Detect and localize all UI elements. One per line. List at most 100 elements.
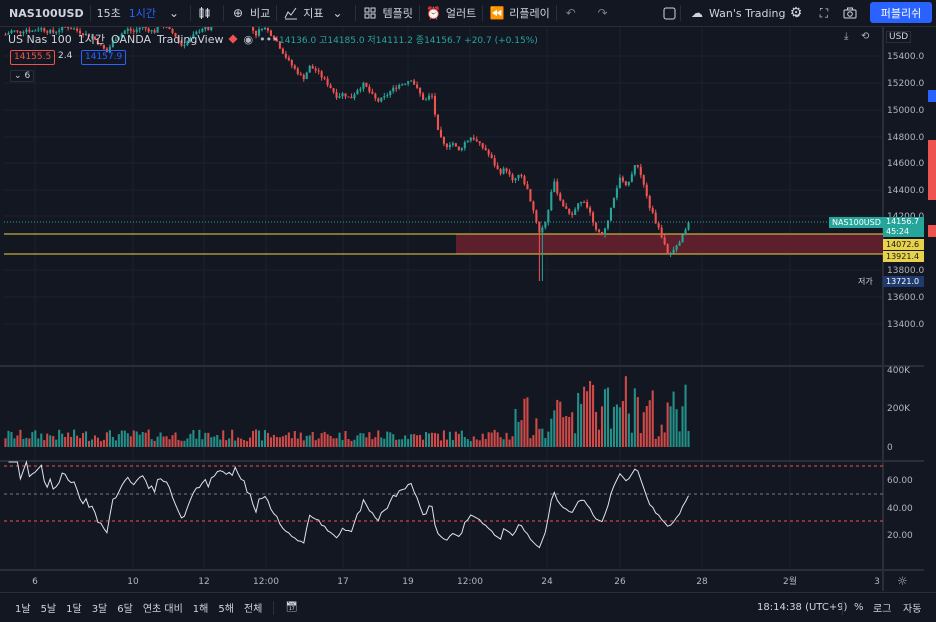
range-ytd[interactable]: 연초 대비 xyxy=(138,600,188,615)
price-axis[interactable]: 15400.0 15200.0 15000.0 14800.0 14600.0 … xyxy=(887,52,924,541)
currency-selector[interactable]: USD xyxy=(886,31,911,43)
snapshot-button[interactable] xyxy=(836,0,868,26)
volume-bar xyxy=(186,438,188,447)
volume-bar xyxy=(55,440,57,447)
redo-button[interactable]: ↷ xyxy=(589,0,621,26)
candle-body xyxy=(574,209,576,215)
volume-bar xyxy=(285,435,287,447)
range-3m[interactable]: 3달 xyxy=(87,600,113,615)
volume-bar xyxy=(249,438,251,447)
volume-bar xyxy=(583,387,585,447)
log-scale-toggle[interactable]: 로그 xyxy=(868,600,896,615)
range-all[interactable]: 전체 xyxy=(239,600,267,615)
candle-body xyxy=(398,85,400,88)
volume-bar xyxy=(279,437,281,447)
percent-scale-toggle[interactable]: % xyxy=(849,602,869,613)
indicators-button[interactable]: 지표⌄ xyxy=(277,0,355,26)
volume-bar xyxy=(100,441,102,447)
volume-bar xyxy=(446,440,448,447)
candle-body xyxy=(646,185,648,196)
volume-bar xyxy=(371,439,373,447)
auto-scale-toggle[interactable]: 자동 xyxy=(898,600,926,615)
range-5d[interactable]: 5날 xyxy=(36,600,62,615)
volume-bar xyxy=(160,432,162,447)
interval-1h[interactable]: 1시간 xyxy=(127,0,162,26)
candle-body xyxy=(61,27,63,30)
candle-body xyxy=(321,71,323,77)
timezone-clock[interactable]: 18:14:38 (UTC+9) xyxy=(752,602,852,613)
side-marker xyxy=(928,140,936,200)
volume-bar xyxy=(46,434,48,447)
volume-bar xyxy=(509,440,511,447)
volume-bar xyxy=(79,438,81,447)
range-1d[interactable]: 1날 xyxy=(10,600,36,615)
volume-bar xyxy=(154,441,156,447)
rewind-icon: ⏪ xyxy=(489,5,505,21)
range-5y[interactable]: 5해 xyxy=(213,600,239,615)
buy-price-button[interactable]: 14157.9 xyxy=(81,50,126,65)
interval-dropdown[interactable]: ⌄ xyxy=(162,0,190,26)
calendar-icon: 📅︎ xyxy=(285,602,298,613)
symbol-price-label: NAS100USD xyxy=(829,217,884,228)
sell-price-button[interactable]: 14155.5 xyxy=(10,50,55,65)
volume-bar xyxy=(428,433,430,447)
price-tick: 13800.0 xyxy=(887,266,924,276)
candle-body xyxy=(613,198,615,208)
publish-button[interactable]: 퍼블리쉬 xyxy=(870,2,932,23)
candle-body xyxy=(377,98,379,101)
range-1m[interactable]: 1달 xyxy=(61,600,87,615)
candle-body xyxy=(315,69,317,71)
indicators-collapse-toggle[interactable]: ⌄6 xyxy=(10,70,34,82)
range-1y[interactable]: 1해 xyxy=(188,600,214,615)
candle-body xyxy=(359,89,361,90)
volume-bar xyxy=(422,440,424,447)
scroll-down-icon[interactable]: ⤓ xyxy=(844,31,848,42)
demand-zone[interactable] xyxy=(456,234,883,254)
time-tick: 19 xyxy=(402,577,414,587)
chart-type-button[interactable] xyxy=(191,0,223,26)
volume-bar xyxy=(410,434,412,447)
candle-body xyxy=(312,66,314,69)
candle-body xyxy=(413,81,415,85)
templates-button[interactable]: 템플릿 xyxy=(356,0,418,26)
compare-button[interactable]: ⊕비교 xyxy=(224,0,276,26)
eye-icon[interactable]: ◉ xyxy=(243,33,253,46)
interval-15s[interactable]: 15초 xyxy=(91,0,127,26)
gear-icon: ⚙ xyxy=(788,5,804,21)
volume-bar xyxy=(559,402,561,447)
chart-legend[interactable]: US Nas 100 1시간 OANDA TradingView ◉ ••• xyxy=(8,31,279,47)
candle-body xyxy=(568,209,570,214)
volume-bar xyxy=(231,430,233,447)
chart-area[interactable]: 6 10 12 12:00 17 19 12:00 24 26 28 2월 3 … xyxy=(0,27,936,591)
candle-body xyxy=(350,97,352,98)
volume-bar xyxy=(547,432,549,447)
symbol-search[interactable]: NAS100USD xyxy=(0,0,90,26)
volume-bar xyxy=(19,430,21,447)
candle-body xyxy=(139,28,141,30)
axis-settings-icon[interactable]: ☼ xyxy=(897,574,908,588)
volume-bar xyxy=(398,439,400,447)
volume-bar xyxy=(315,440,317,447)
volume-bar xyxy=(649,400,651,447)
volume-bar xyxy=(377,430,379,447)
alert-button[interactable]: ⏰얼러트 xyxy=(420,0,482,26)
volume-bar xyxy=(177,440,179,447)
candle-body xyxy=(285,54,287,58)
volume-bar xyxy=(234,441,236,447)
volume-bar xyxy=(592,385,594,447)
more-icon[interactable]: ••• xyxy=(259,33,278,46)
candle-body xyxy=(640,167,642,176)
volume-bar xyxy=(368,432,370,447)
volume-bar xyxy=(91,439,93,447)
volume-bar xyxy=(625,376,627,447)
undo-button[interactable]: ↶ xyxy=(557,0,589,26)
volume-bar xyxy=(616,404,618,447)
replay-button[interactable]: ⏪리플레이 xyxy=(483,0,555,26)
volume-bar xyxy=(22,439,24,447)
goto-date-button[interactable]: 📅︎ xyxy=(280,602,303,613)
range-6m[interactable]: 6달 xyxy=(112,600,138,615)
time-tick: 12:00 xyxy=(457,577,483,587)
candle-body xyxy=(580,202,582,203)
reset-icon[interactable]: ⟲ xyxy=(861,31,869,42)
grid-lines xyxy=(4,27,883,570)
